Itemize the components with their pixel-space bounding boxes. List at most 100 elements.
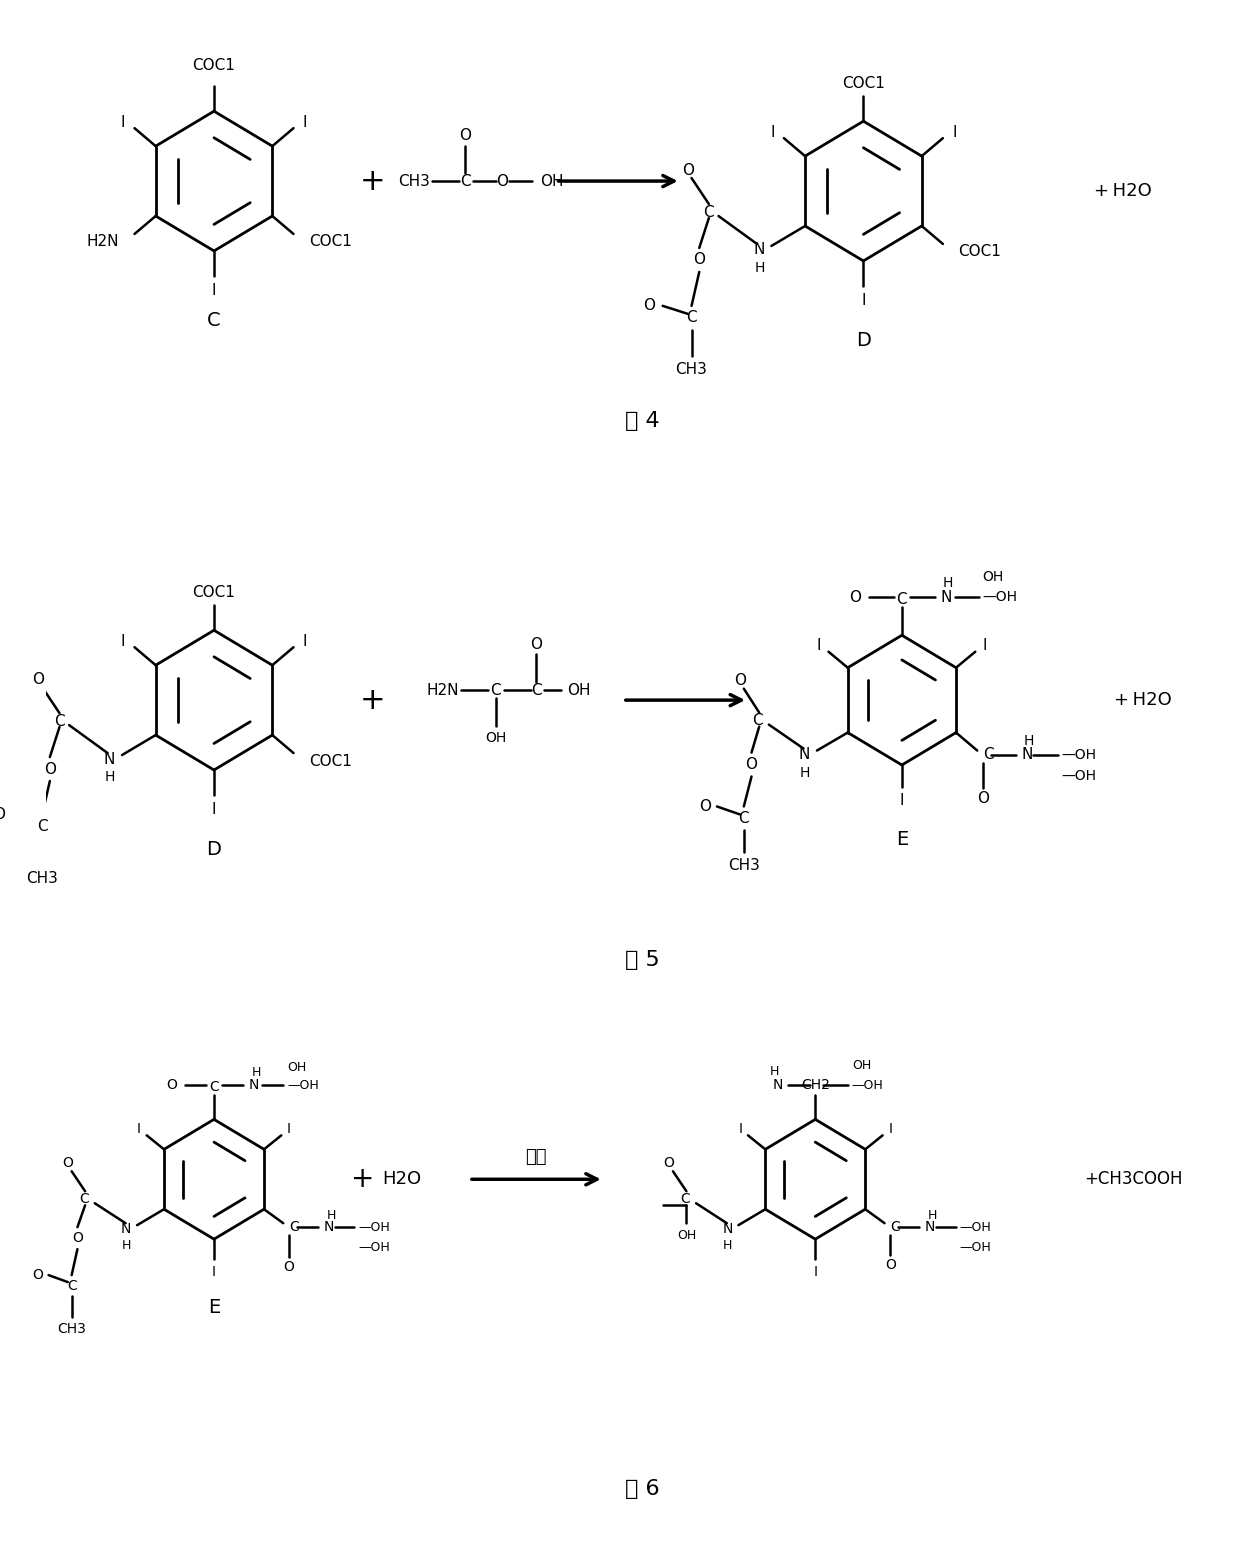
Text: 通电: 通电 [526,1148,547,1166]
Text: CH3: CH3 [26,872,58,886]
Text: O: O [284,1261,294,1275]
Text: C: C [890,1221,900,1235]
Text: —OH: —OH [960,1221,991,1233]
Text: CH3: CH3 [57,1321,86,1335]
Text: O: O [849,590,862,604]
Text: I: I [303,634,308,649]
Text: H2N: H2N [87,234,119,249]
Text: O: O [644,299,655,313]
Text: C: C [289,1221,299,1235]
Text: C: C [531,683,542,697]
Text: O: O [977,792,990,805]
Text: N: N [122,1222,131,1236]
Text: C: C [79,1193,89,1207]
Text: + H2O: + H2O [1114,691,1172,709]
Text: I: I [817,638,821,654]
Text: OH: OH [485,731,506,745]
Text: I: I [738,1123,743,1137]
Text: C: C [460,173,470,189]
Text: H: H [754,260,765,274]
Text: +: + [360,167,386,195]
Text: I: I [861,293,866,308]
Text: O: O [166,1078,177,1092]
Text: O: O [885,1258,895,1272]
Text: CH2: CH2 [801,1078,830,1092]
Text: N: N [722,1222,733,1236]
Text: O: O [682,163,693,178]
Text: CH3: CH3 [676,362,708,378]
Text: OH: OH [677,1228,696,1242]
Text: O: O [663,1156,675,1171]
Text: C: C [67,1279,77,1293]
Text: O: O [43,762,56,776]
Text: I: I [952,124,957,139]
Text: N: N [773,1078,782,1092]
Text: D: D [856,331,870,350]
Text: C: C [681,1193,691,1207]
Text: O: O [531,637,542,652]
Text: N: N [799,747,810,762]
Text: H2N: H2N [427,683,459,697]
Text: —OH: —OH [358,1221,391,1233]
Text: H2O: H2O [382,1171,422,1188]
Text: COC1: COC1 [192,586,236,599]
Text: C: C [210,1081,219,1095]
Text: I: I [888,1123,893,1137]
Text: D: D [207,841,222,860]
Text: I: I [212,802,216,818]
Text: I: I [303,115,308,130]
Text: H: H [1024,734,1034,748]
Text: 式 4: 式 4 [625,410,660,431]
Text: O: O [699,799,711,813]
Text: N: N [925,1221,935,1235]
Text: O: O [693,252,706,268]
Text: H: H [326,1208,336,1222]
Text: O: O [459,127,471,143]
Text: C: C [739,812,749,826]
Text: I: I [136,1123,141,1137]
Text: + H2O: + H2O [1095,183,1152,200]
Text: C: C [37,819,47,835]
Text: COC1: COC1 [309,753,352,768]
Text: H: H [252,1066,262,1080]
Text: C: C [703,204,714,220]
Text: C: C [753,713,763,728]
Text: O: O [496,173,507,189]
Text: C: C [686,310,697,325]
Text: C: C [207,311,221,330]
Text: N: N [249,1078,259,1092]
Text: I: I [120,115,125,130]
Text: CH3: CH3 [728,858,760,872]
Text: H: H [122,1239,131,1252]
Text: N: N [754,243,765,257]
Text: —OH: —OH [960,1241,991,1253]
Text: —OH: —OH [288,1080,319,1092]
Text: I: I [770,124,775,139]
Text: O: O [0,807,6,823]
Text: —OH: —OH [1061,770,1097,784]
Text: O: O [745,757,758,771]
Text: I: I [286,1123,291,1137]
Text: COC1: COC1 [192,59,236,73]
Text: C: C [491,683,501,697]
Text: N: N [324,1221,334,1235]
Text: C: C [983,747,993,762]
Text: +: + [351,1165,374,1193]
Text: O: O [734,674,746,688]
Text: O: O [62,1156,73,1171]
Text: I: I [982,638,987,654]
Text: OH: OH [288,1061,306,1073]
Text: H: H [928,1208,937,1222]
Text: C: C [897,592,908,607]
Text: N: N [940,590,952,604]
Text: H: H [800,765,810,779]
Text: O: O [72,1231,83,1245]
Text: H: H [105,770,115,784]
Text: I: I [813,1266,817,1279]
Text: OH: OH [983,570,1004,584]
Text: C: C [53,714,64,728]
Text: CH3: CH3 [398,173,430,189]
Text: COC1: COC1 [309,234,352,249]
Text: +CH3COOH: +CH3COOH [1085,1171,1183,1188]
Text: —OH: —OH [358,1241,391,1253]
